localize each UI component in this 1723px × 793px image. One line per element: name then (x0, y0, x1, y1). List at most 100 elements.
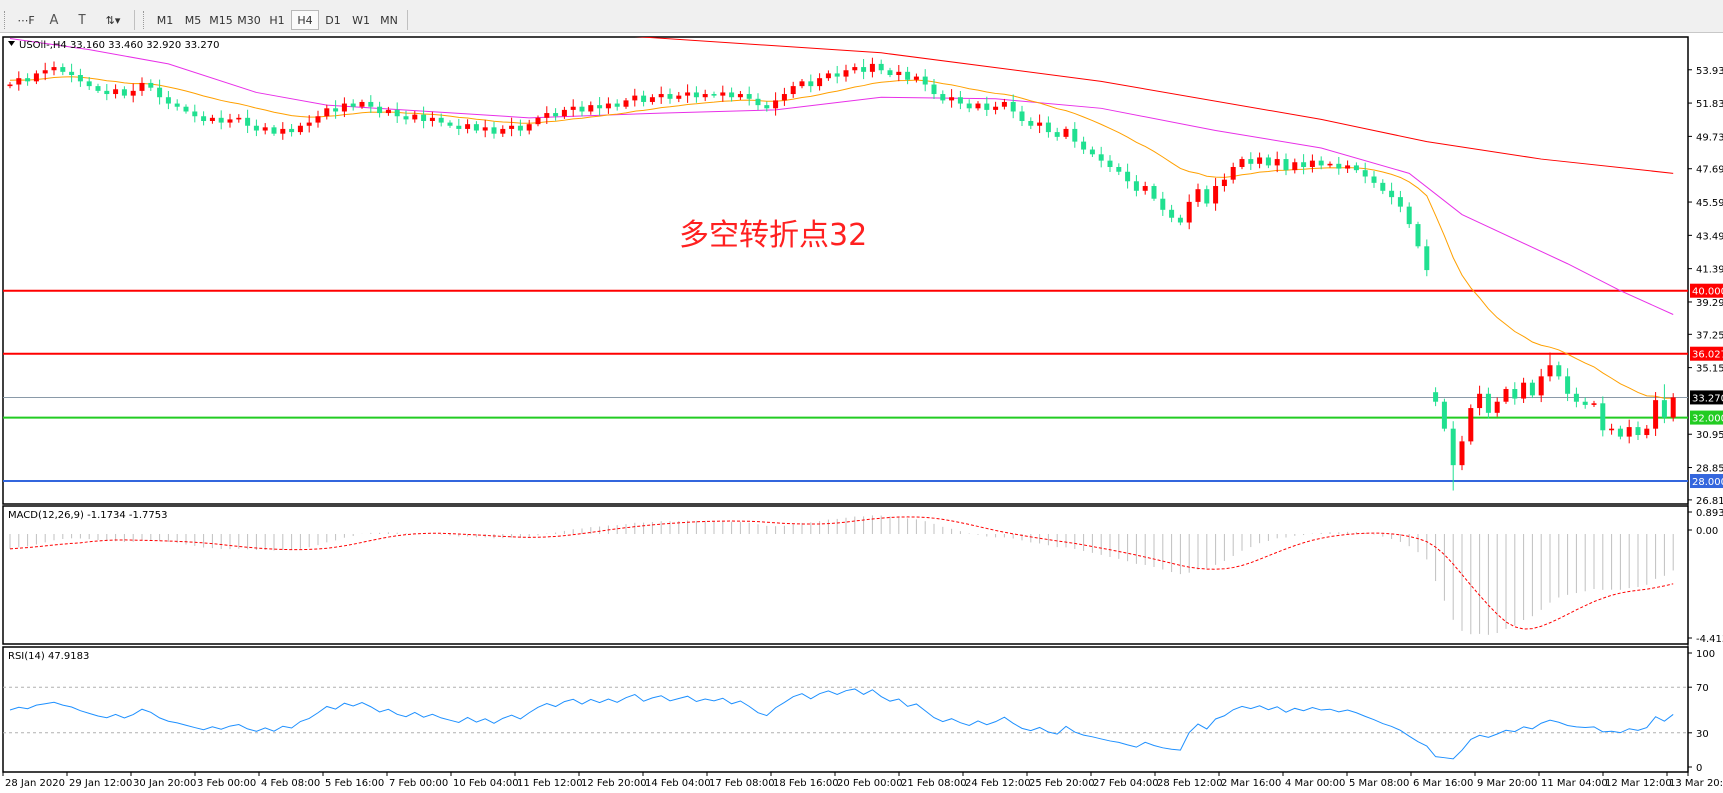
candle-body (1001, 101, 1007, 107)
candle (1221, 173, 1227, 192)
candle (1151, 183, 1157, 201)
candle-body (121, 89, 127, 96)
candle (1670, 393, 1676, 422)
candle (25, 73, 31, 86)
time-axis-label: 30 Jan 20:00 (133, 778, 196, 789)
candle-body (51, 67, 57, 71)
arrows-tool-button[interactable]: ⇅▾ (105, 13, 121, 27)
candle-body (1019, 111, 1025, 121)
candle (535, 115, 541, 127)
timeframe-m5-button[interactable]: M5 (184, 13, 202, 27)
candle-body (253, 125, 259, 131)
candle-body (1248, 159, 1254, 164)
timeframe-m30-button[interactable]: M30 (237, 13, 261, 27)
grid-tool-button[interactable]: ⋯F (17, 13, 35, 27)
candle (1450, 421, 1456, 491)
candle-body (438, 117, 444, 123)
toolbar-separator (134, 10, 135, 30)
candle (1318, 156, 1324, 170)
candle (121, 86, 127, 99)
candle (993, 101, 999, 115)
candle (1644, 425, 1650, 439)
candle (922, 69, 928, 92)
candle-body (1213, 186, 1219, 204)
candle-body (1028, 120, 1034, 126)
candle-body (113, 89, 119, 95)
chart-header: USOil-,H4 33.160 33.460 32.920 33.270 (19, 40, 219, 51)
candle-body (1362, 170, 1368, 177)
candle-body (957, 97, 963, 104)
toolbar-separator (407, 10, 408, 30)
candle-body (579, 106, 585, 112)
candle (658, 86, 664, 104)
candle (764, 101, 770, 112)
candle (808, 74, 814, 93)
candle (1089, 146, 1095, 158)
candle-body (1582, 401, 1588, 405)
candle (236, 114, 242, 123)
candle-body (1177, 217, 1183, 223)
time-axis-label: 5 Feb 16:00 (325, 778, 384, 789)
time-axis-label: 21 Feb 08:00 (901, 778, 967, 789)
candle (1661, 384, 1667, 424)
candle-body (790, 86, 796, 95)
timeframe-h4-button[interactable]: H4 (291, 10, 319, 30)
candle-body (1160, 198, 1166, 210)
candle (403, 110, 409, 125)
symbol-menu-triangle-icon[interactable] (8, 41, 15, 46)
candle-body (148, 82, 154, 88)
candle (359, 99, 365, 109)
candle-body (553, 113, 559, 117)
text-label-tool-button[interactable]: T (78, 12, 86, 28)
timeframe-m15-button[interactable]: M15 (209, 13, 233, 27)
candle-body (1125, 171, 1131, 182)
toolbar-grip[interactable] (143, 11, 147, 29)
candle-body (570, 106, 576, 110)
candle-body (1380, 182, 1386, 191)
timeframe-m1-button[interactable]: M1 (156, 13, 174, 27)
candle-body (157, 87, 163, 98)
timeframe-w1-button[interactable]: W1 (352, 13, 370, 27)
timeframe-mn-button[interactable]: MN (380, 13, 398, 27)
candle (605, 97, 611, 114)
candle (878, 59, 884, 75)
candle-body (702, 94, 708, 98)
candle (711, 91, 717, 98)
candle (957, 91, 963, 110)
macd-label: MACD(12,26,9) -1.1734 -1.7753 (8, 510, 168, 521)
candle-body (1107, 160, 1113, 167)
candle (1415, 221, 1421, 249)
candle (685, 84, 691, 103)
price-axis-label: 51.830 (1696, 99, 1723, 110)
candle-body (1397, 197, 1403, 207)
candle (1177, 214, 1183, 226)
candle (676, 91, 682, 103)
candle (315, 110, 321, 128)
text-tool-button[interactable]: A (49, 12, 59, 28)
candle-body (333, 108, 339, 112)
candle-body (227, 119, 233, 123)
timeframe-d1-button[interactable]: D1 (325, 13, 341, 27)
candle-body (1653, 400, 1659, 429)
candle-body (1600, 403, 1606, 431)
candle (1248, 152, 1254, 170)
candle (1274, 151, 1280, 173)
candle-body (297, 125, 303, 133)
candle-body (165, 97, 171, 104)
candle (1072, 122, 1078, 148)
candle (588, 101, 594, 115)
candle-body (1635, 427, 1641, 436)
candle-body (649, 97, 655, 102)
candle (33, 70, 39, 85)
toolbar-grip[interactable] (4, 11, 8, 29)
timeframe-h1-button[interactable]: H1 (269, 13, 285, 27)
ma-magenta-line (9, 38, 1674, 315)
candle-body (1274, 159, 1280, 166)
candle-body (403, 116, 409, 120)
candle-body (236, 117, 242, 120)
time-axis-label: 12 Mar 12:00 (1605, 778, 1672, 789)
candle-body (931, 84, 937, 95)
ma-orange-line (9, 76, 1674, 399)
candle-body (1098, 154, 1104, 161)
